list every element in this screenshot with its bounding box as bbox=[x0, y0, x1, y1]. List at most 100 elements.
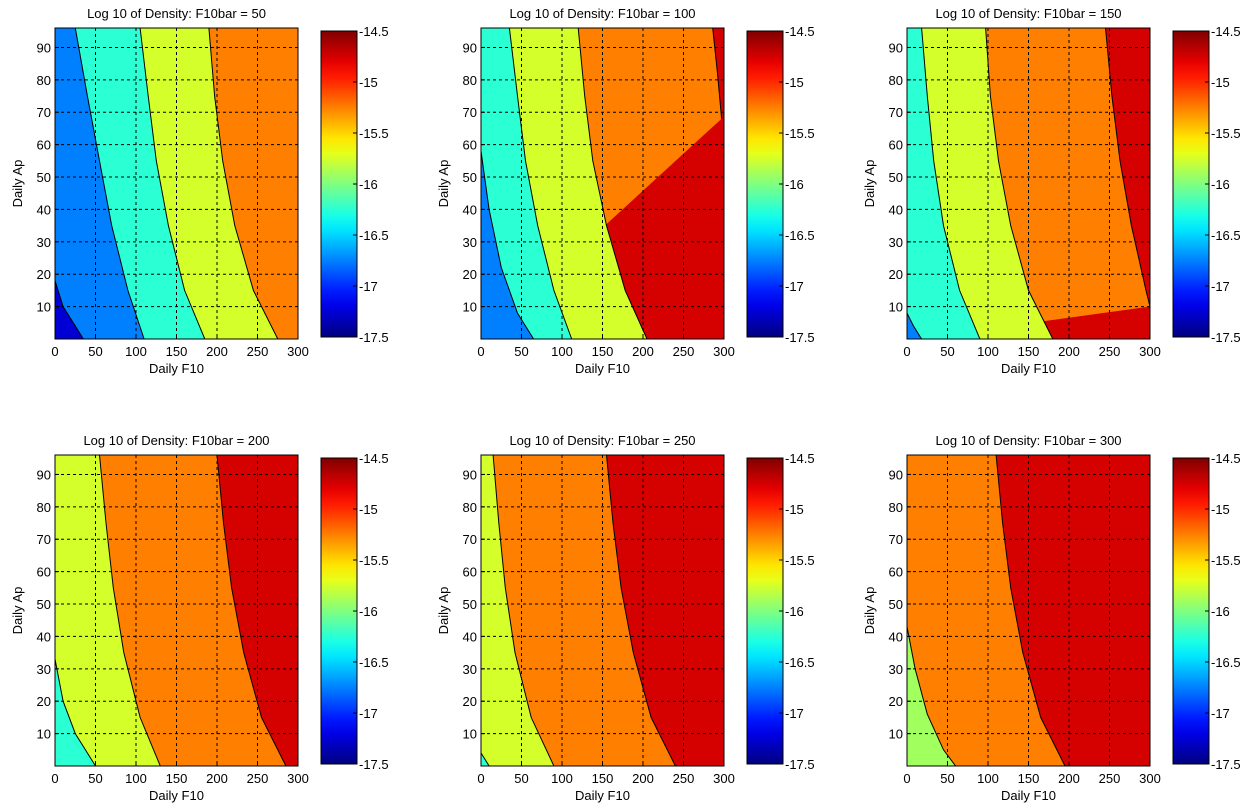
plot-area bbox=[907, 455, 1150, 766]
x-tick-label: 50 bbox=[940, 771, 954, 786]
y-tick-label: 90 bbox=[463, 40, 477, 55]
x-tick-label: 200 bbox=[1058, 344, 1080, 359]
colorbar-tick-label: -16 bbox=[359, 177, 378, 192]
region-fill bbox=[481, 455, 676, 766]
contour-line bbox=[55, 280, 84, 339]
y-tick-label: 80 bbox=[463, 500, 477, 515]
x-axis-label: Daily F10 bbox=[1001, 788, 1056, 803]
y-tick-label: 20 bbox=[37, 694, 51, 709]
y-tick-label: 20 bbox=[463, 267, 477, 282]
colorbar-tick-label: -16 bbox=[359, 604, 378, 619]
colorbar-tick-label: -17.5 bbox=[785, 330, 815, 345]
y-tick-label: 90 bbox=[463, 467, 477, 482]
colorbar-tick-label: -14.5 bbox=[359, 451, 389, 466]
x-tick-label: 200 bbox=[632, 771, 654, 786]
colorbar-tick-label: -16.5 bbox=[1211, 655, 1241, 670]
y-tick-label: 10 bbox=[37, 300, 51, 315]
colorbar-tick-label: -16 bbox=[1211, 177, 1230, 192]
y-tick-label: 80 bbox=[37, 73, 51, 88]
x-tick-label: 250 bbox=[673, 344, 695, 359]
y-tick-label: 20 bbox=[889, 694, 903, 709]
x-tick-label: 100 bbox=[551, 771, 573, 786]
y-tick-label: 30 bbox=[889, 235, 903, 250]
y-tick-label: 30 bbox=[463, 235, 477, 250]
y-tick-label: 30 bbox=[37, 235, 51, 250]
contour-line bbox=[508, 28, 573, 339]
x-tick-label: 250 bbox=[1099, 771, 1121, 786]
subplot-2: 0 50 100 150 200 250 300 10 20 30 40 50 60 70 80 90 Log … bbox=[436, 6, 815, 376]
x-tick-label: 150 bbox=[166, 344, 188, 359]
x-tick-label: 50 bbox=[514, 344, 528, 359]
chart-title: Log 10 of Density: F10bar = 100 bbox=[509, 6, 695, 21]
colorbar-tick-label: -15.5 bbox=[1211, 553, 1241, 568]
colorbar-tick-label: -17.5 bbox=[785, 757, 815, 772]
colorbar-tick-label: -15.5 bbox=[785, 126, 815, 141]
colorbar-tick-label: -14.5 bbox=[785, 451, 815, 466]
colorbar-tick-label: -17 bbox=[785, 706, 804, 721]
x-axis-label: Daily F10 bbox=[575, 788, 630, 803]
colorbar-tick-label: -16.5 bbox=[359, 228, 389, 243]
x-tick-label: 150 bbox=[1018, 771, 1040, 786]
y-tick-label: 50 bbox=[463, 597, 477, 612]
colorbar-tick-label: -15 bbox=[785, 502, 804, 517]
colorbar bbox=[1172, 30, 1210, 338]
y-tick-label: 70 bbox=[463, 105, 477, 120]
y-tick-label: 10 bbox=[889, 727, 903, 742]
y-tick-label: 40 bbox=[37, 202, 51, 217]
y-tick-label: 10 bbox=[37, 727, 51, 742]
colorbar-tick-label: -17 bbox=[359, 706, 378, 721]
x-tick-label: 150 bbox=[166, 771, 188, 786]
colorbar bbox=[1172, 457, 1210, 765]
plot-area bbox=[481, 28, 724, 339]
x-tick-label: 50 bbox=[514, 771, 528, 786]
plot-area bbox=[55, 455, 298, 766]
y-tick-label: 50 bbox=[37, 170, 51, 185]
colorbar-tick-label: -14.5 bbox=[785, 24, 815, 39]
colorbar-tick-label: -15.5 bbox=[1211, 126, 1241, 141]
x-axis-label: Daily F10 bbox=[149, 361, 204, 376]
y-tick-label: 70 bbox=[37, 532, 51, 547]
contour-line bbox=[712, 28, 723, 119]
chart-title: Log 10 of Density: F10bar = 150 bbox=[935, 6, 1121, 21]
colorbar-tick-label: -15 bbox=[785, 75, 804, 90]
region-fill bbox=[907, 455, 956, 766]
colorbar-tick-label: -15 bbox=[359, 502, 378, 517]
x-tick-label: 300 bbox=[713, 344, 735, 359]
chart-title: Log 10 of Density: F10bar = 250 bbox=[509, 433, 695, 448]
contour-line bbox=[216, 455, 287, 766]
y-tick-label: 80 bbox=[889, 73, 903, 88]
region-fill bbox=[55, 28, 84, 339]
x-tick-label: 150 bbox=[592, 771, 614, 786]
contour-line bbox=[907, 312, 923, 339]
colorbar-tick-label: -15 bbox=[359, 75, 378, 90]
colorbar-tick-label: -17 bbox=[359, 279, 378, 294]
subplot-1: 0 50 100 150 200 250 300 10 20 30 40 50 60 70 80 90 Log … bbox=[10, 6, 389, 376]
x-tick-label: 0 bbox=[51, 344, 58, 359]
colorbar-tick-label: -16.5 bbox=[1211, 228, 1241, 243]
x-tick-label: 50 bbox=[940, 344, 954, 359]
x-tick-label: 300 bbox=[713, 771, 735, 786]
contour-line bbox=[577, 28, 648, 339]
x-tick-label: 250 bbox=[247, 771, 269, 786]
y-tick-label: 30 bbox=[37, 662, 51, 677]
colorbar-tick-label: -16 bbox=[785, 604, 804, 619]
x-tick-label: 300 bbox=[287, 344, 309, 359]
x-tick-label: 150 bbox=[1018, 344, 1040, 359]
region-fill bbox=[481, 28, 572, 339]
colorbar-tick-label: -15.5 bbox=[785, 553, 815, 568]
x-tick-label: 100 bbox=[125, 344, 147, 359]
y-tick-label: 20 bbox=[889, 267, 903, 282]
x-tick-label: 100 bbox=[551, 344, 573, 359]
contour-line bbox=[481, 151, 535, 339]
colorbar-tick-label: -16.5 bbox=[785, 228, 815, 243]
y-tick-label: 60 bbox=[889, 138, 903, 153]
y-tick-label: 20 bbox=[37, 267, 51, 282]
y-tick-label: 60 bbox=[37, 138, 51, 153]
y-tick-label: 90 bbox=[889, 40, 903, 55]
chart-title: Log 10 of Density: F10bar = 200 bbox=[83, 433, 269, 448]
colorbar-tick-label: -14.5 bbox=[1211, 24, 1241, 39]
colorbar-tick-label: -15.5 bbox=[359, 126, 389, 141]
x-tick-label: 0 bbox=[477, 344, 484, 359]
colorbar-tick-label: -16.5 bbox=[359, 655, 389, 670]
